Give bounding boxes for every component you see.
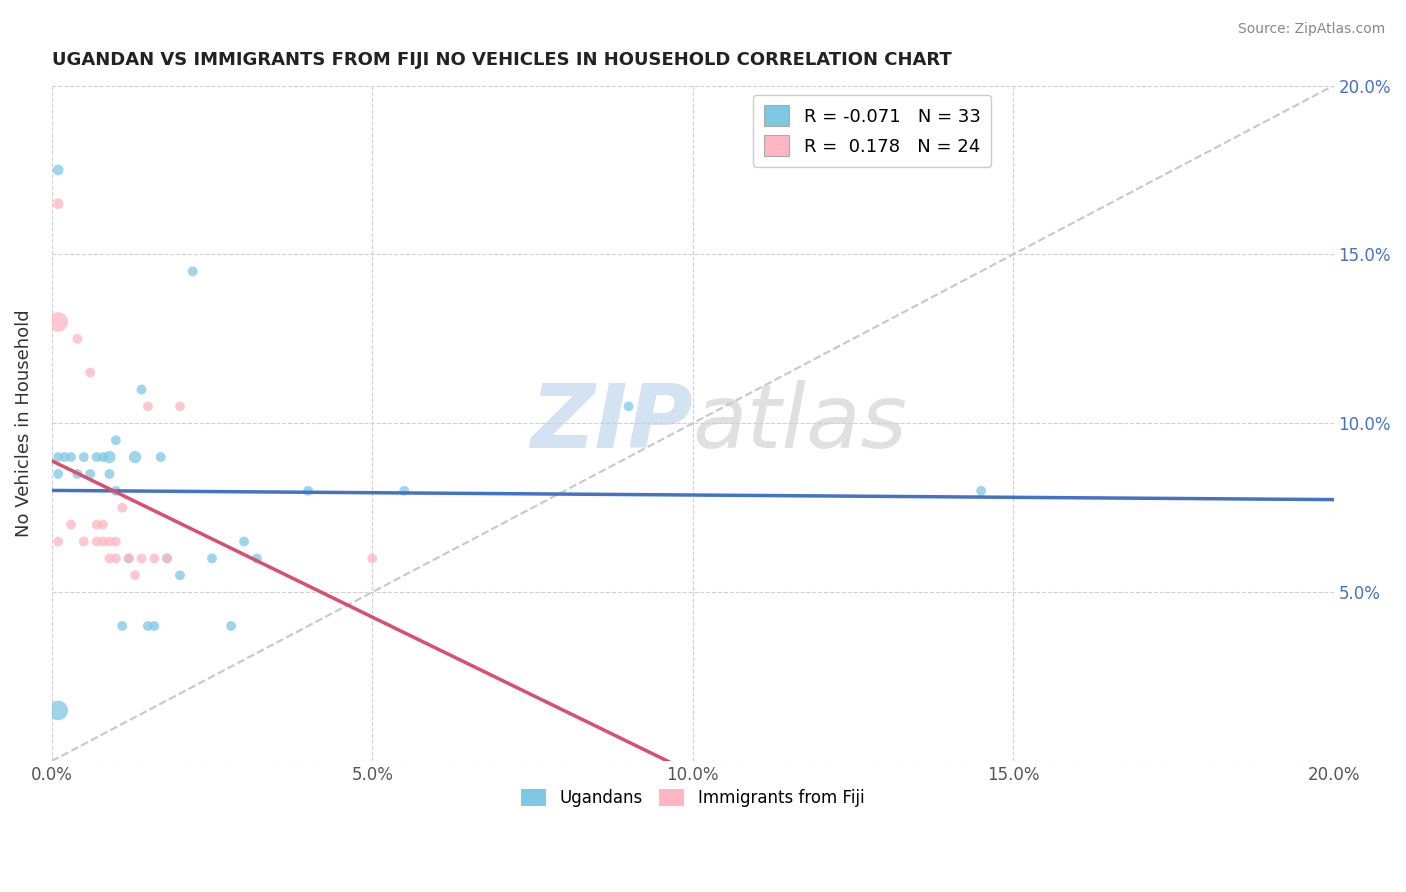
Point bbox=[970, 483, 993, 498]
Point bbox=[79, 366, 101, 380]
Point bbox=[91, 534, 114, 549]
Text: atlas: atlas bbox=[693, 380, 907, 467]
Point bbox=[104, 483, 127, 498]
Point bbox=[59, 450, 82, 464]
Point bbox=[98, 450, 121, 464]
Point bbox=[394, 483, 416, 498]
Point bbox=[156, 551, 179, 566]
Point bbox=[46, 534, 69, 549]
Point bbox=[86, 534, 108, 549]
Point bbox=[46, 467, 69, 481]
Point bbox=[131, 551, 153, 566]
Point bbox=[118, 551, 141, 566]
Point bbox=[617, 400, 640, 414]
Point bbox=[104, 534, 127, 549]
Point bbox=[53, 450, 76, 464]
Point bbox=[124, 450, 146, 464]
Point bbox=[46, 703, 69, 717]
Text: Source: ZipAtlas.com: Source: ZipAtlas.com bbox=[1237, 22, 1385, 37]
Point bbox=[91, 450, 114, 464]
Point bbox=[98, 551, 121, 566]
Point bbox=[136, 619, 159, 633]
Point bbox=[149, 450, 172, 464]
Point bbox=[143, 619, 166, 633]
Point bbox=[46, 450, 69, 464]
Point bbox=[66, 467, 89, 481]
Point bbox=[46, 315, 69, 329]
Point bbox=[124, 568, 146, 582]
Point bbox=[143, 551, 166, 566]
Point bbox=[73, 450, 96, 464]
Point bbox=[361, 551, 384, 566]
Point bbox=[86, 517, 108, 532]
Point bbox=[201, 551, 224, 566]
Point bbox=[297, 483, 319, 498]
Point bbox=[46, 163, 69, 178]
Point bbox=[73, 534, 96, 549]
Point bbox=[246, 551, 269, 566]
Point bbox=[156, 551, 179, 566]
Point bbox=[111, 500, 134, 515]
Y-axis label: No Vehicles in Household: No Vehicles in Household bbox=[15, 310, 32, 537]
Point bbox=[98, 534, 121, 549]
Point bbox=[46, 196, 69, 211]
Point bbox=[169, 568, 191, 582]
Point bbox=[131, 383, 153, 397]
Point bbox=[79, 467, 101, 481]
Point bbox=[59, 517, 82, 532]
Point bbox=[104, 551, 127, 566]
Point bbox=[86, 450, 108, 464]
Point bbox=[181, 264, 204, 278]
Point bbox=[118, 551, 141, 566]
Point bbox=[91, 517, 114, 532]
Point bbox=[66, 332, 89, 346]
Text: UGANDAN VS IMMIGRANTS FROM FIJI NO VEHICLES IN HOUSEHOLD CORRELATION CHART: UGANDAN VS IMMIGRANTS FROM FIJI NO VEHIC… bbox=[52, 51, 952, 69]
Point bbox=[219, 619, 242, 633]
Point bbox=[104, 433, 127, 447]
Point bbox=[98, 467, 121, 481]
Text: ZIP: ZIP bbox=[530, 380, 693, 467]
Legend: Ugandans, Immigrants from Fiji: Ugandans, Immigrants from Fiji bbox=[515, 782, 870, 814]
Point bbox=[111, 619, 134, 633]
Point bbox=[233, 534, 256, 549]
Point bbox=[169, 400, 191, 414]
Point bbox=[136, 400, 159, 414]
